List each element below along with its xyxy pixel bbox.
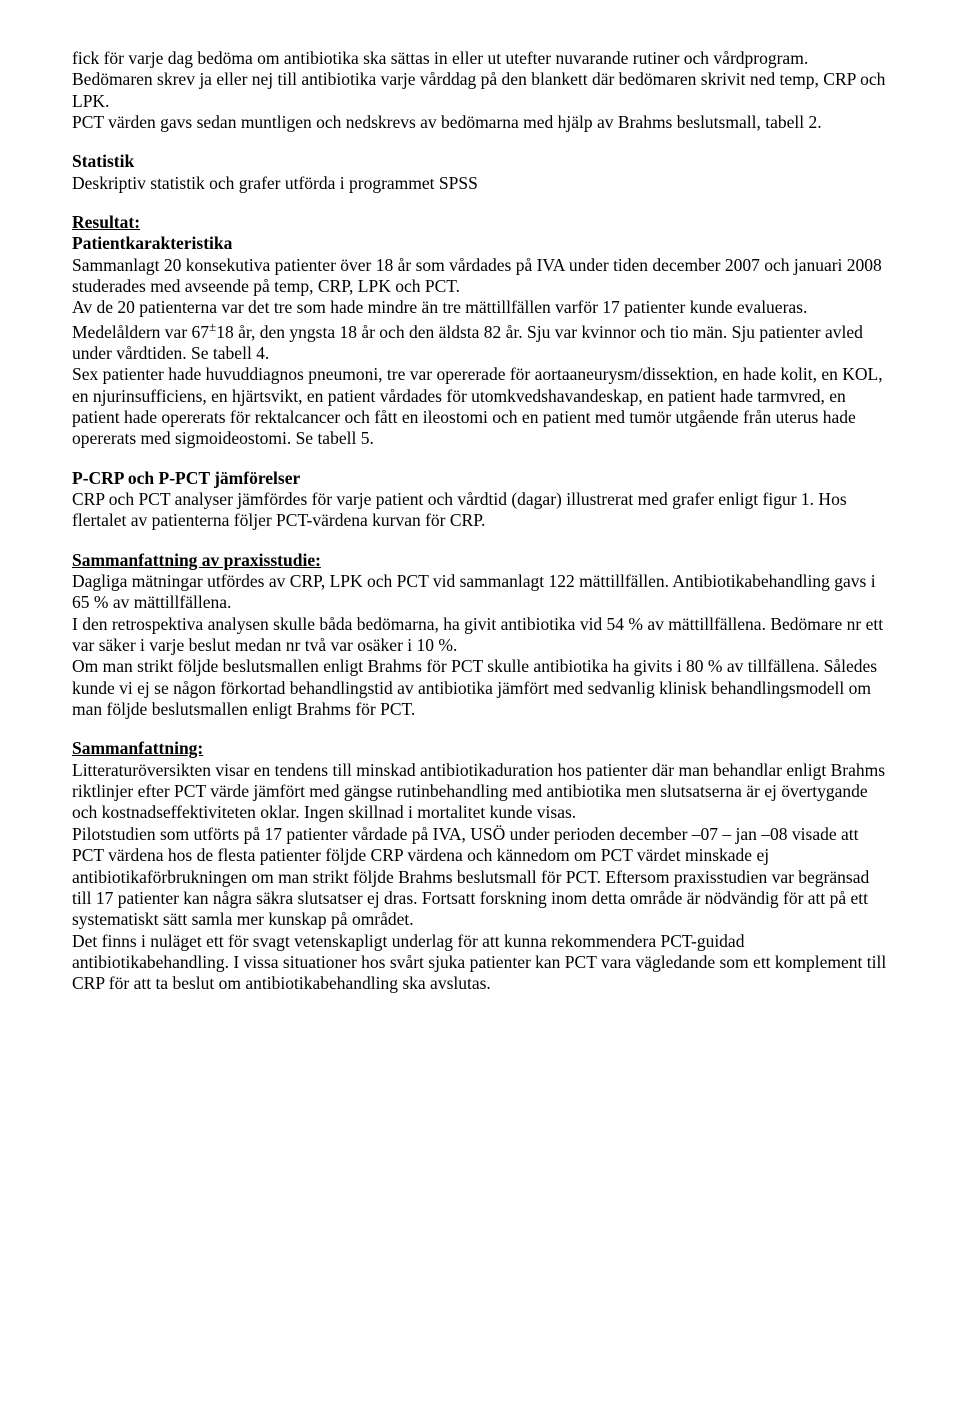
paragraph: fick för varje dag bedöma om antibiotika… <box>72 48 888 112</box>
paragraph: Sammanlagt 20 konsekutiva patienter över… <box>72 255 888 298</box>
paragraph: I den retrospektiva analysen skulle båda… <box>72 614 888 657</box>
paragraph: Av de 20 patienterna var det tre som had… <box>72 297 888 364</box>
heading-crp-pct: P-CRP och P-PCT jämförelser <box>72 468 888 489</box>
heading-sammanfattning: Sammanfattning: <box>72 738 888 759</box>
praxis-block: Sammanfattning av praxisstudie: Dagliga … <box>72 550 888 721</box>
paragraph: Det finns i nuläget ett för svagt vetens… <box>72 931 888 995</box>
paragraph: PCT värden gavs sedan muntligen och neds… <box>72 112 888 133</box>
heading-resultat: Resultat: <box>72 212 888 233</box>
paragraph: Litteraturöversikten visar en tendens ti… <box>72 760 888 824</box>
crp-block: P-CRP och P-PCT jämförelser CRP och PCT … <box>72 468 888 532</box>
sammanfattning-block: Sammanfattning: Litteraturöversikten vis… <box>72 738 888 994</box>
heading-statistik: Statistik <box>72 151 888 172</box>
statistik-block: Statistik Deskriptiv statistik och grafe… <box>72 151 888 194</box>
resultat-block: Resultat: Patientkarakteristika Sammanla… <box>72 212 888 450</box>
paragraph: Deskriptiv statistik och grafer utförda … <box>72 173 888 194</box>
paragraph: Om man strikt följde beslutsmallen enlig… <box>72 656 888 720</box>
heading-praxisstudie: Sammanfattning av praxisstudie: <box>72 550 888 571</box>
paragraph: Dagliga mätningar utfördes av CRP, LPK o… <box>72 571 888 614</box>
paragraph: Sex patienter hade huvuddiagnos pneumoni… <box>72 364 888 449</box>
heading-patientkarakteristika: Patientkarakteristika <box>72 233 888 254</box>
intro-block: fick för varje dag bedöma om antibiotika… <box>72 48 888 133</box>
paragraph: Pilotstudien som utförts på 17 patienter… <box>72 824 888 931</box>
paragraph: CRP och PCT analyser jämfördes för varje… <box>72 489 888 532</box>
document-page: fick för varje dag bedöma om antibiotika… <box>0 0 960 1061</box>
